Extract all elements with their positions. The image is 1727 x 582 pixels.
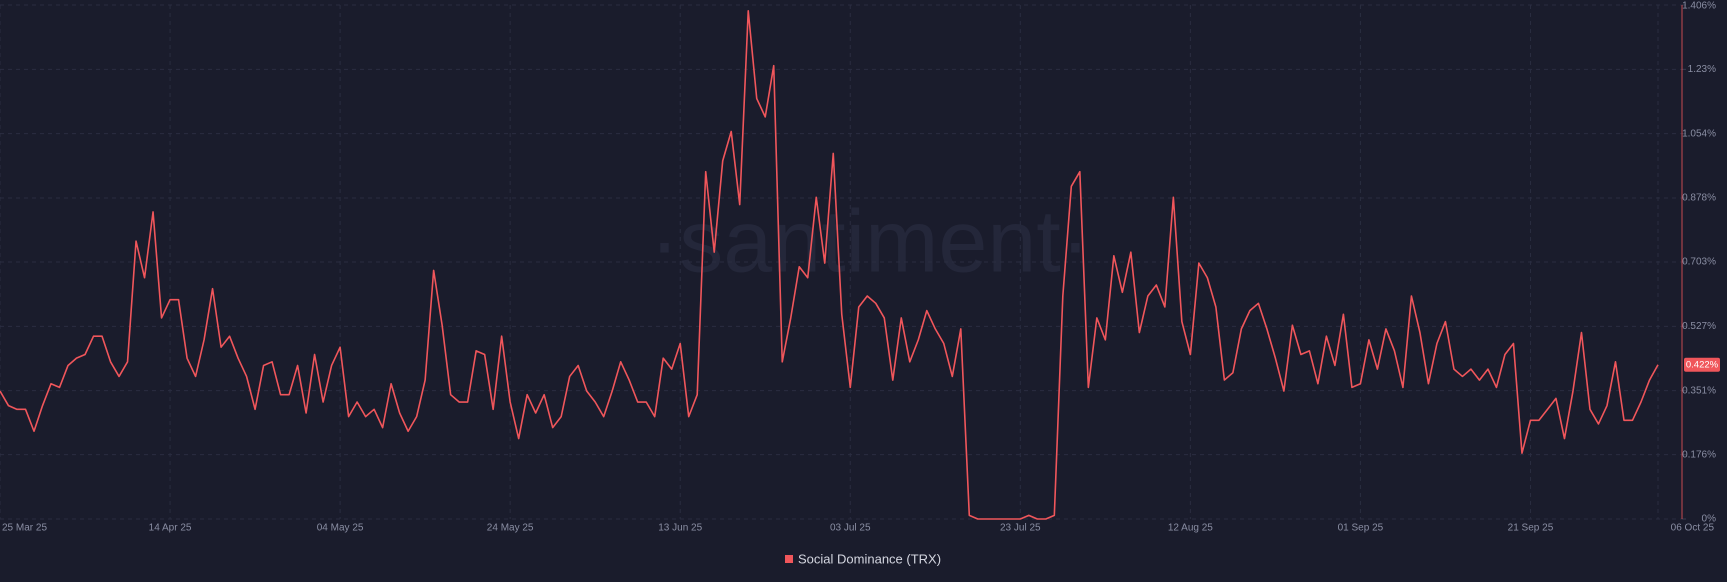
data-line xyxy=(0,10,1659,520)
y-tick-label: 1.406% xyxy=(1682,1,1716,12)
x-tick-label: 21 Sep 25 xyxy=(1508,523,1554,534)
y-tick-label: 1.23% xyxy=(1688,64,1716,75)
x-tick-label: 14 Apr 25 xyxy=(149,523,192,534)
x-tick-label: 25 Mar 25 xyxy=(2,523,47,534)
y-tick-label: 0.878% xyxy=(1682,193,1716,204)
x-tick-label: 12 Aug 25 xyxy=(1168,523,1213,534)
y-tick-label: 0.527% xyxy=(1682,321,1716,332)
x-tick-label: 06 Oct 25 xyxy=(1671,523,1715,534)
x-tick-label: 13 Jun 25 xyxy=(658,523,702,534)
current-value-label: 0.422% xyxy=(1686,360,1719,371)
x-tick-label: 03 Jul 25 xyxy=(830,523,871,534)
y-tick-label: 1.054% xyxy=(1682,128,1716,139)
legend-swatch[interactable] xyxy=(785,555,793,563)
legend-label[interactable]: Social Dominance (TRX) xyxy=(798,551,941,566)
current-value-badge xyxy=(1684,357,1720,372)
x-tick-label: 01 Sep 25 xyxy=(1338,523,1384,534)
x-tick-label: 23 Jul 25 xyxy=(1000,523,1041,534)
y-tick-label: 0.703% xyxy=(1682,257,1716,268)
y-tick-label: 0.351% xyxy=(1682,385,1716,396)
watermark: ·santiment· xyxy=(650,191,1090,290)
y-tick-label: 0.176% xyxy=(1682,449,1716,460)
x-tick-label: 04 May 25 xyxy=(317,523,364,534)
x-tick-label: 24 May 25 xyxy=(487,523,534,534)
y-tick-label: 0% xyxy=(1702,514,1717,525)
